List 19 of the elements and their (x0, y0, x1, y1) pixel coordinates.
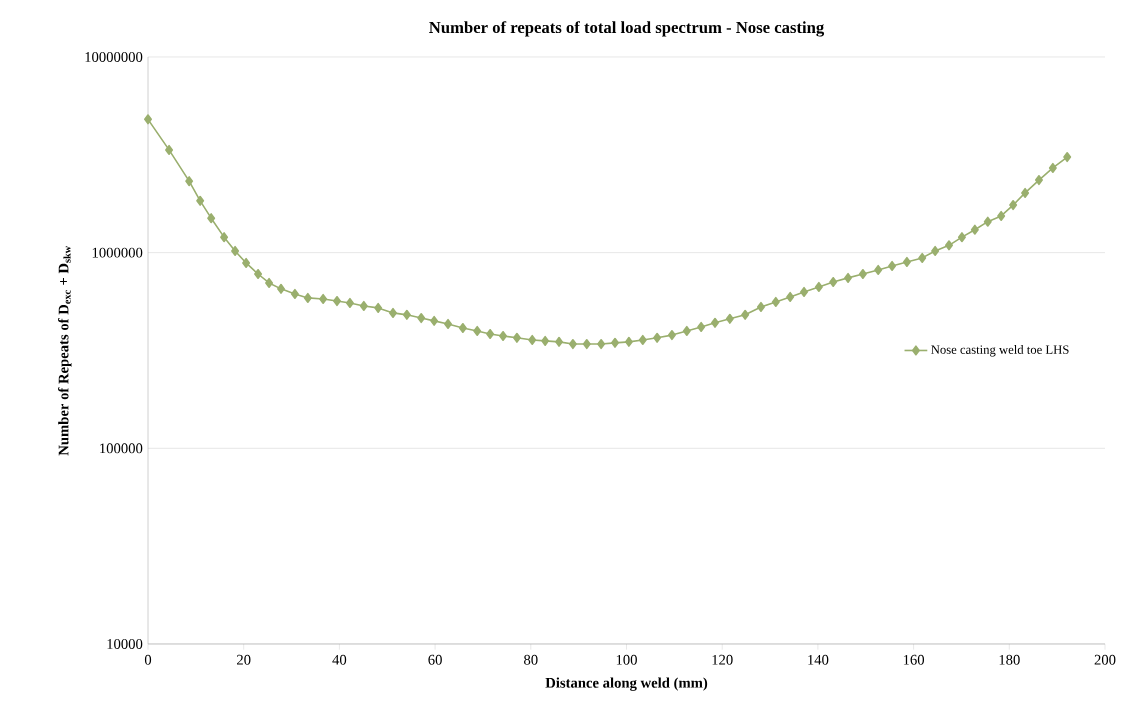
legend-label: Nose casting weld toe LHS (931, 344, 1069, 357)
y-tick-label: 10000 (107, 639, 143, 649)
x-tick-label: 100 (616, 654, 637, 665)
y-axis-title: Number of Repeats of D$_{exc}$ + D$_{skw}$ (58, 245, 72, 456)
x-tick-label: 0 (144, 654, 152, 665)
x-tick-label: 120 (712, 654, 733, 665)
y-tick-label: 100000 (100, 443, 143, 454)
x-tick-label: 60 (428, 654, 442, 665)
x-tick-label: 200 (1094, 654, 1116, 665)
x-tick-label: 20 (237, 654, 251, 665)
y-tick-label: 10000000 (85, 52, 143, 62)
x-axis-title: Distance along weld (mm) (545, 677, 708, 691)
x-tick-label: 140 (808, 654, 829, 665)
chart-title: Number of repeats of total load spectrum - Nose casting (429, 21, 825, 37)
x-tick-label: 160 (903, 654, 925, 665)
x-tick-label: 40 (332, 654, 347, 665)
x-tick-label: 180 (999, 654, 1020, 665)
x-tick-label: 80 (524, 654, 538, 665)
y-tick-label: 1000000 (92, 247, 143, 258)
